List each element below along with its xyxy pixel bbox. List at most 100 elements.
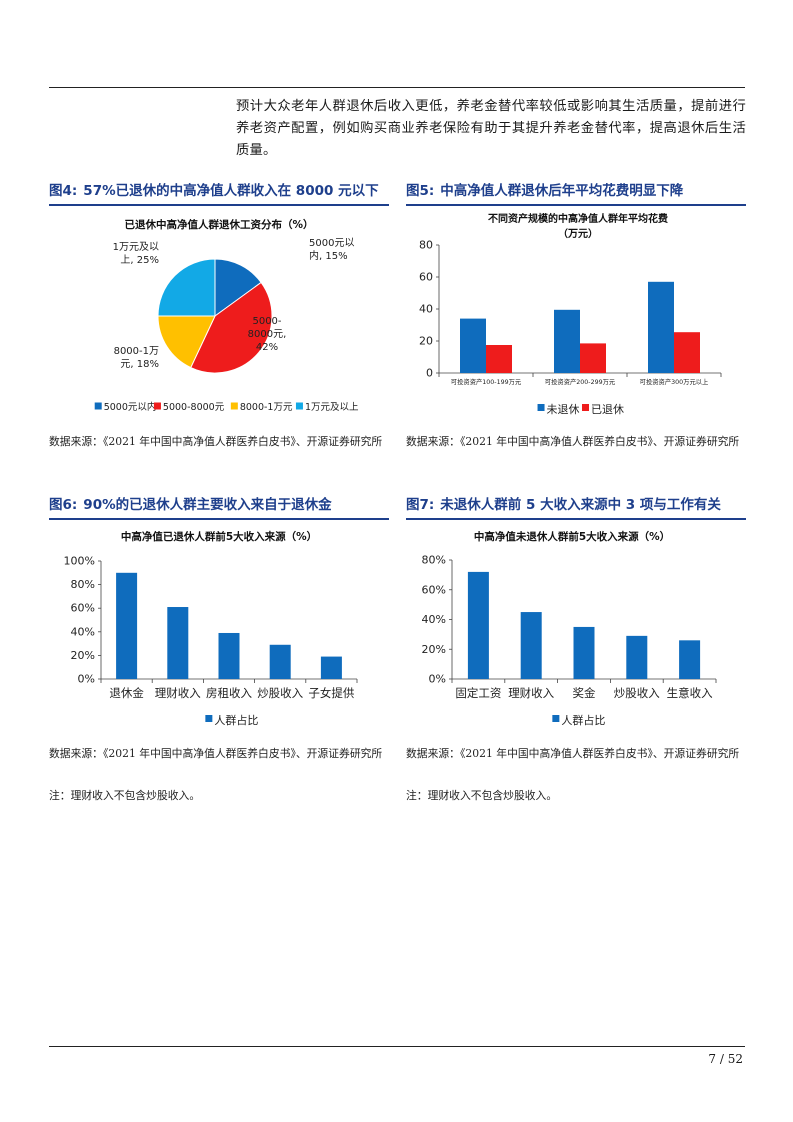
retired-income-chart-title: 中高净值已退休人群前5大收入来源（%） [121,530,317,543]
retired-income-chart-bar-人群占比-2 [167,607,189,679]
spending-chart-legend-label-2: 已退休 [591,403,624,416]
working-income-chart-bar-人群占比-4 [626,635,648,679]
pie-chart-retired-salary: 已退休中高净值人群退休工资分布（%） 5000元以内, 15% 5000-8000元… [94,218,359,413]
spending-chart-bar-已退休-3 [674,332,700,373]
retired-income-chart-category-label-2: 理财收入 [155,686,201,700]
spending-chart-category-label-3: 可投资资产300万元以上 [640,377,709,386]
retired-income-chart-y-tick-label-3: 40% [71,625,95,638]
pie-slice-3 [157,315,216,369]
retired-income-chart-bar-人群占比-3 [218,632,240,679]
pie-legend-item-1: 5000元以内 [94,401,157,413]
spending-chart-title-1: 不同资产规模的中高净值人群年平均花费 [488,212,668,225]
working-income-chart-category-label-3: 奖金 [573,686,596,700]
retired-income-chart-bar-人群占比-1 [116,572,138,679]
figure-4-title-text: 57%已退休的中高净值人群收入在 8000 元以下 [83,183,379,199]
figure-7-title: 图7: 未退休人群前 5 大收入来源中 3 项与工作有关 [406,494,746,520]
retired-income-chart-y-tick-label-2: 20% [71,649,95,662]
bar-chart-working-income-sources: 中高净值未退休人群前5大收入来源（%） 0% 20% 40% 60% 80% 固定工资 理财收… [422,530,717,727]
figure-5-source: 数据来源：《2021 年中国中高净值人群医养白皮书》、开源证券研究所 [406,435,740,448]
figure-7-title-text: 未退休人群前 5 大收入来源中 3 项与工作有关 [440,497,721,513]
retired-income-chart-legend-label-1: 人群占比 [214,713,258,727]
working-income-chart-category-label-1: 固定工资 [455,686,501,700]
figure-4-title: 图4: 57%已退休的中高净值人群收入在 8000 元以下 [49,180,389,206]
spending-chart-legend-swatch-1 [537,404,545,411]
spending-chart-category-label-1: 可投资资产100-199万元 [451,377,522,386]
working-income-chart-title: 中高净值未退休人群前5大收入来源（%） [474,530,670,543]
working-income-chart-y-tick-label-1: 0% [429,673,446,686]
spending-chart-legend-item-1: 未退休 [537,403,580,416]
footer-rule [49,1046,745,1047]
figure-4-tag: 图4: [49,183,78,199]
spending-chart-category-label-2: 可投资资产200-299万元 [545,377,616,386]
retired-income-chart-category-label-1: 退休金 [109,686,144,700]
page-number: 7 / 52 [708,1052,743,1066]
retired-income-chart-y-tick-label-5: 80% [71,578,95,591]
retired-income-chart-category-label-4: 炒股收入 [257,686,303,700]
figure-5-tag: 图5: [406,183,435,199]
pie-slice-label-2: 5000-8000元, 42% [248,316,287,353]
figure-5-title-text: 中高净值人群退休后年平均花费明显下降 [440,183,684,199]
working-income-chart-y-tick-label-4: 60% [422,583,446,596]
pie-legend-swatch-1 [94,402,102,410]
working-income-chart-bar-人群占比-5 [679,640,701,679]
pie-slice-1 [214,258,262,317]
pie-chart-title: 已退休中高净值人群退休工资分布（%） [124,218,313,231]
bar-chart-retired-income-sources: 中高净值已退休人群前5大收入来源（%） 0% 20% 40% 60% 80% 100% 退休金… [64,530,358,727]
retired-income-chart-category-label-3: 房租收入 [206,686,252,700]
pie-legend-item-2: 5000-8000元 [153,402,225,413]
figure-6-title: 图6: 90%的已退休人群主要收入来自于退休金 [49,494,389,520]
pie-legend-label-3: 8000-1万元 [240,402,293,413]
retired-income-chart-y-tick-label-4: 60% [71,602,95,615]
figure-7-tag: 图7: [406,497,435,513]
retired-income-chart-bar-人群占比-4 [269,644,291,679]
pie-legend-item-4: 1万元及以上 [295,402,359,413]
working-income-chart-y-tick-label-2: 20% [422,643,446,656]
pie-legend-item-3: 8000-1万元 [230,402,293,413]
working-income-chart-y-tick-label-3: 40% [422,613,446,626]
spending-chart-title-2: （万元） [558,227,598,240]
pie-legend-swatch-3 [230,402,238,410]
working-income-chart-category-label-2: 理财收入 [508,686,554,700]
working-income-chart-category-label-4: 炒股收入 [614,686,660,700]
working-income-chart-bar-人群占比-1 [467,571,489,679]
working-income-chart-category-label-5: 生意收入 [667,686,713,700]
working-income-chart-bar-人群占比-2 [520,612,542,679]
working-income-chart-y-tick-label-5: 80% [422,554,446,567]
spending-chart-y-tick-label-2: 20 [419,335,433,348]
bar-chart-annual-spending: 不同资产规模的中高净值人群年平均花费 （万元） 0 20 40 60 80 可投资资产100-… [419,212,722,416]
figure-7-source: 数据来源：《2021 年中国中高净值人群医养白皮书》、开源证券研究所 [406,747,740,760]
spending-chart-legend-swatch-2 [582,404,589,411]
pie-slice-label-1: 5000元以内, 15% [309,238,354,262]
working-income-chart-legend-swatch-1 [552,715,560,722]
figure-5-title: 图5: 中高净值人群退休后年平均花费明显下降 [406,180,746,206]
pie-legend-swatch-2 [153,402,161,410]
working-income-chart-legend-label-1: 人群占比 [561,713,605,727]
intro-paragraph: 预计大众老年人群退休后收入更低，养老金替代率较低或影响其生活质量，提前进行养老资… [236,99,746,158]
spending-chart-bar-已退休-1 [486,345,512,373]
pie-slice-label-4: 1万元及以上, 25% [113,241,159,266]
pie-legend-label-4: 1万元及以上 [305,402,359,413]
spending-chart-bar-已退休-2 [580,343,606,373]
retired-income-chart-y-tick-label-6: 100% [64,555,95,568]
pie-legend-label-1: 5000元以内 [104,401,157,413]
retired-income-chart-bar-人群占比-5 [320,656,342,679]
retired-income-chart-y-tick-label-1: 0% [78,673,95,686]
spending-chart-y-tick-label-3: 40 [419,303,433,316]
working-income-chart-legend-item-1: 人群占比 [552,713,605,727]
spending-chart-y-tick-label-4: 60 [419,271,433,284]
retired-income-chart-category-label-5: 子女提供 [308,686,354,700]
working-income-chart-bar-人群占比-3 [573,626,595,679]
pie-legend-label-2: 5000-8000元 [163,402,225,413]
figure-6-note: 注：理财收入不包含炒股收入。 [49,789,201,802]
header-rule [49,87,745,88]
retired-income-chart-legend-swatch-1 [205,715,213,722]
spending-chart-bar-未退休-2 [554,309,580,373]
figure-4-source: 数据来源：《2021 年中国中高净值人群医养白皮书》、开源证券研究所 [49,435,383,448]
spending-chart-bar-未退休-1 [460,318,486,373]
spending-chart-legend-item-2: 已退休 [582,403,624,416]
spending-chart-y-tick-label-5: 80 [419,239,433,252]
figure-6-tag: 图6: [49,497,78,513]
pie-slice-4 [157,258,216,317]
pie-slice-label-3: 8000-1万元, 18% [114,346,159,370]
figure-6-title-text: 90%的已退休人群主要收入来自于退休金 [83,497,332,513]
